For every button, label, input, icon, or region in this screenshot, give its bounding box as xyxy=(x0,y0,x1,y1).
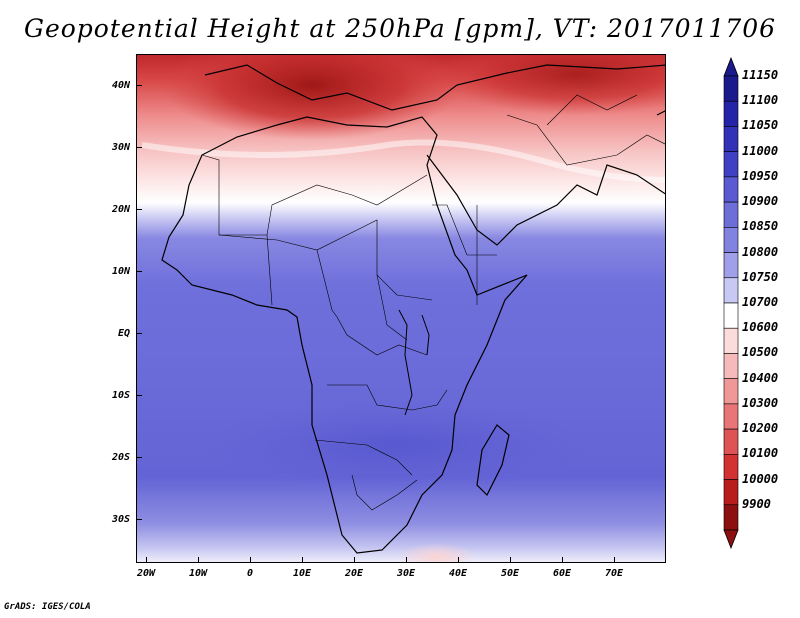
colorbar-swatch xyxy=(723,428,739,455)
colorbar-swatch xyxy=(723,504,739,531)
lat-tick xyxy=(136,333,142,334)
lat-label: 10N xyxy=(111,266,130,277)
lat-label: 30S xyxy=(111,514,130,525)
colorbar-swatch xyxy=(723,327,739,354)
colorbar-label: 10400 xyxy=(742,370,779,385)
lon-label: 40E xyxy=(448,568,468,579)
lat-tick xyxy=(136,147,142,148)
lon-label: 70E xyxy=(604,568,624,579)
coastlines xyxy=(161,64,665,554)
map-title: Geopotential Height at 250hPa [gpm], VT:… xyxy=(23,14,777,43)
lon-tick xyxy=(562,557,563,563)
height-field-map xyxy=(137,55,665,562)
colorbar-swatch xyxy=(723,176,739,203)
lon-tick xyxy=(354,557,355,563)
colorbar-swatch xyxy=(723,454,739,480)
lon-tick xyxy=(250,557,251,563)
lat-label: 10S xyxy=(111,390,130,401)
colorbar-swatch xyxy=(723,75,739,102)
colorbar-label: 10800 xyxy=(742,244,779,259)
colorbar-arrow-bottom xyxy=(723,529,739,550)
colorbar-label: 11150 xyxy=(742,68,779,82)
colorbar-label: 10850 xyxy=(742,219,779,234)
lon-label: 20W xyxy=(136,568,156,579)
lat-tick xyxy=(136,395,142,396)
colorbar-label: 9900 xyxy=(742,496,771,511)
lon-tick xyxy=(510,557,511,563)
colorbar-swatch xyxy=(723,403,739,430)
lat-tick xyxy=(136,519,142,520)
colorbar-swatch xyxy=(723,151,739,178)
colorbar-swatch xyxy=(723,353,739,379)
colorbar-label: 10000 xyxy=(742,471,779,486)
footer-credit: GrADS: IGES/COLA xyxy=(4,602,91,612)
lat-tick xyxy=(136,457,142,458)
colorbar-label: 11000 xyxy=(742,143,779,158)
lat-tick xyxy=(136,85,142,86)
lon-label: 10E xyxy=(292,568,312,579)
lon-label: 20E xyxy=(344,568,364,579)
colorbar-label: 11100 xyxy=(742,93,779,108)
lat-label: 40N xyxy=(111,80,130,91)
country-borders xyxy=(201,94,665,511)
colorbar-swatch xyxy=(723,252,739,279)
colorbar-swatch xyxy=(723,100,739,127)
colorbar-label: 10300 xyxy=(742,395,779,410)
map-area xyxy=(136,54,666,563)
lat-label: 30N xyxy=(111,142,130,153)
colorbar-swatch xyxy=(723,201,739,228)
lat-tick xyxy=(136,271,142,272)
lon-tick xyxy=(302,557,303,563)
lon-tick xyxy=(146,557,147,563)
lon-label: 30E xyxy=(396,568,416,579)
colorbar-label: 10700 xyxy=(742,295,779,309)
colorbar xyxy=(723,56,739,550)
colorbar-arrow-top xyxy=(723,56,739,77)
colorbar-label: 10500 xyxy=(742,345,779,360)
colorbar-swatch xyxy=(723,378,739,405)
lon-label: 50E xyxy=(500,568,520,579)
colorbar-swatch xyxy=(723,277,739,304)
colorbar-label: 10950 xyxy=(742,168,779,183)
lat-label: 20N xyxy=(111,204,130,215)
colorbar-swatch xyxy=(723,302,739,329)
colorbar-label: 10200 xyxy=(742,421,779,436)
colorbar-label: 10100 xyxy=(742,446,779,461)
lon-tick xyxy=(614,557,615,563)
colorbar-label: 10600 xyxy=(742,320,779,335)
lon-label: 60E xyxy=(552,568,572,579)
colorbar-swatch xyxy=(723,227,739,253)
lon-tick xyxy=(198,557,199,563)
colorbar-swatch xyxy=(723,126,739,152)
colorbar-label: 11050 xyxy=(742,118,779,133)
lat-tick xyxy=(136,209,142,210)
lat-label: 20S xyxy=(111,452,130,463)
lat-label: EQ xyxy=(117,328,130,339)
lon-tick xyxy=(406,557,407,563)
colorbar-label: 10750 xyxy=(742,269,779,284)
lon-label: 0 xyxy=(246,568,254,579)
lon-label: 10W xyxy=(188,568,208,579)
colorbar-swatch xyxy=(723,479,739,506)
colorbar-label: 10900 xyxy=(742,194,779,209)
lon-tick xyxy=(458,557,459,563)
trough-max xyxy=(162,55,462,140)
